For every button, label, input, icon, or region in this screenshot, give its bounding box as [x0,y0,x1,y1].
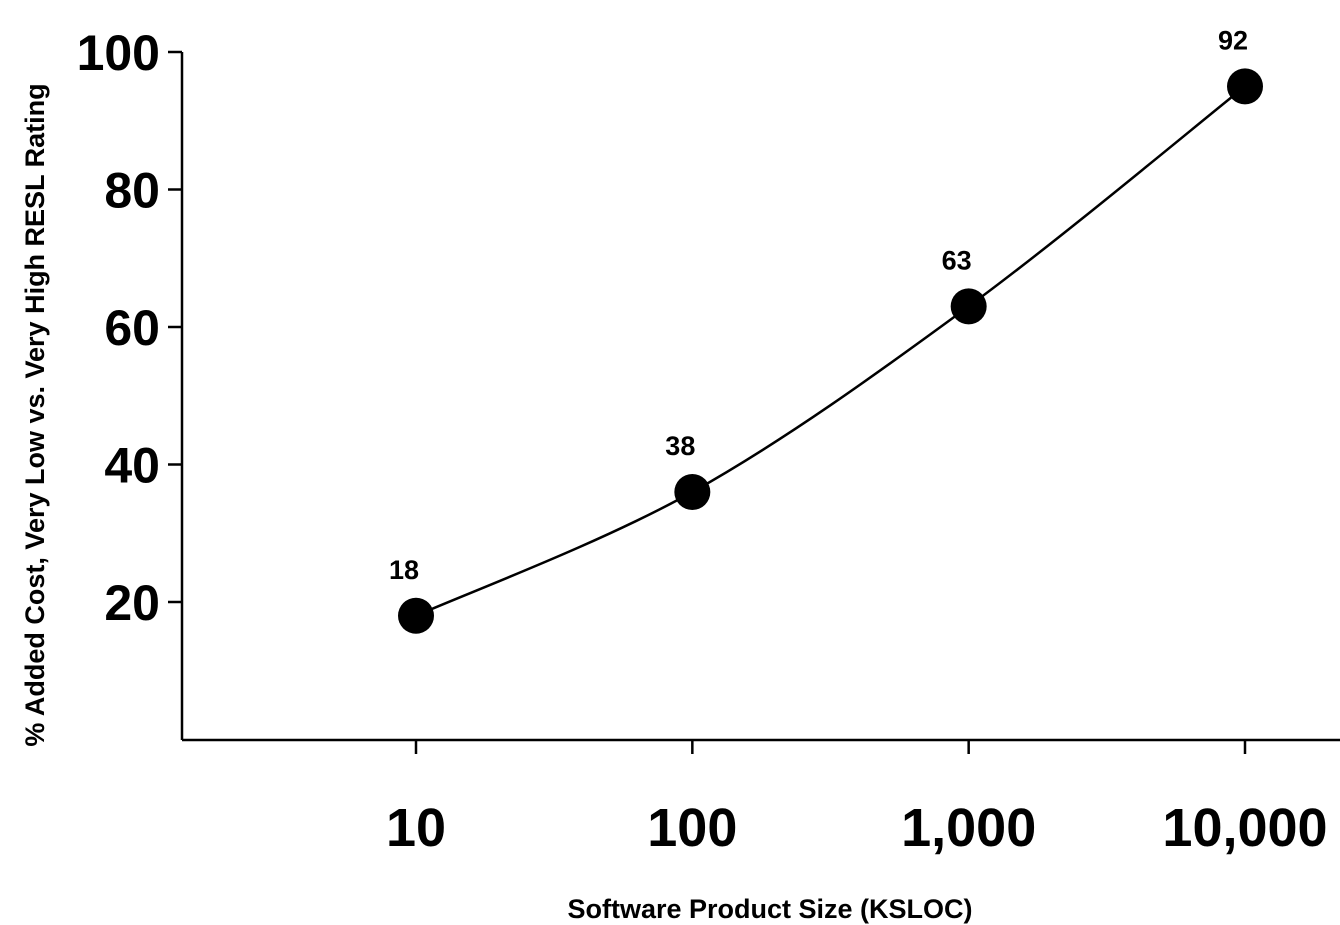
data-label: 18 [389,555,419,585]
y-ticks: 20 40 60 80 100 [77,25,182,631]
x-tick-label: 10 [386,798,446,858]
data-label: 38 [665,431,695,461]
series-group: 18 38 63 92 [389,25,1263,634]
data-point [950,288,987,325]
x-tick-label: 100 [647,798,737,858]
data-label: 63 [942,245,972,275]
x-tick-label: 10,000 [1162,798,1327,858]
axes [180,52,1340,742]
x-ticks: 10 100 1,000 10,000 [386,740,1328,858]
data-point [398,597,434,634]
series-line [415,85,1246,617]
data-point [1227,68,1263,105]
y-axis-label: % Added Cost, Very Low vs. Very High RES… [20,83,50,746]
x-tick-label: 1,000 [901,798,1036,858]
data-label: 92 [1218,25,1248,55]
y-tick-label: 40 [104,438,160,494]
data-point [674,474,711,510]
y-tick-label: 60 [104,300,160,356]
y-tick-label: 100 [77,25,160,81]
x-axis-label: Software Product Size (KSLOC) [567,894,972,924]
y-tick-label: 20 [104,575,160,631]
y-tick-label: 80 [104,163,160,219]
